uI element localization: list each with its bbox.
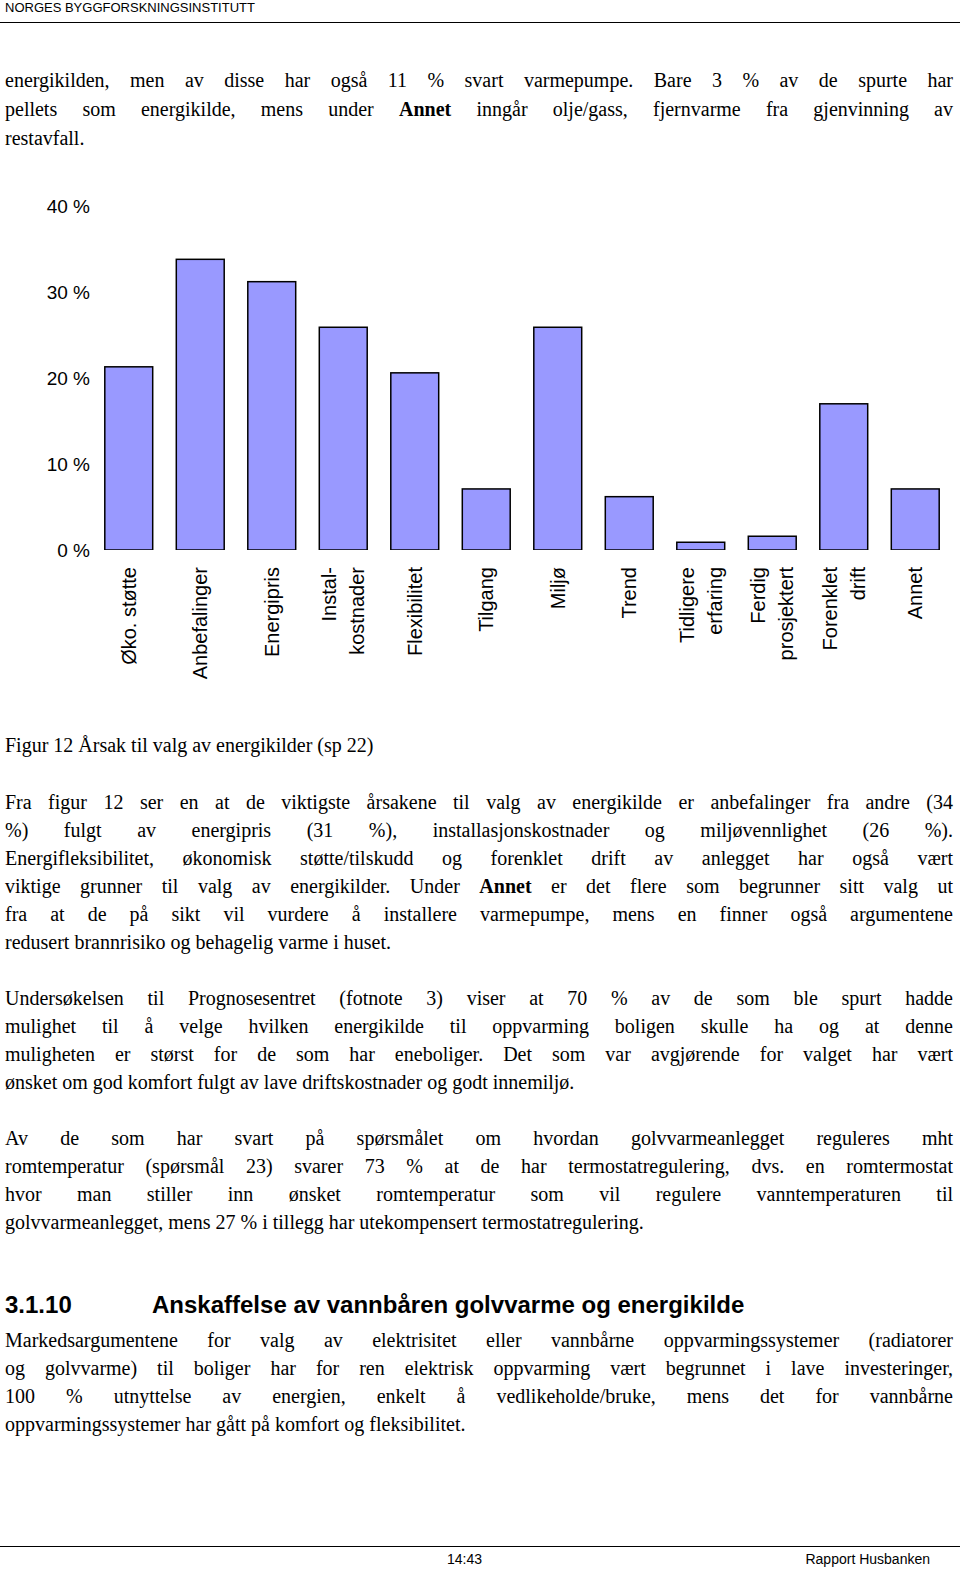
x-tick-label: Miljø <box>547 567 569 609</box>
paragraph-line: hvor man stiller inn ønsket romtemperatu… <box>5 1180 953 1208</box>
y-tick-label: 40 % <box>47 196 90 217</box>
bar <box>391 373 439 550</box>
bar <box>534 327 582 550</box>
figure-caption: Figur 12 Årsak til valg av energikilder … <box>5 731 953 759</box>
section-number: 3.1.10 <box>5 1290 72 1320</box>
x-tick-label: erfaring <box>704 567 726 635</box>
text-run: muligheten er størst for de som har eneb… <box>5 1043 953 1065</box>
bar <box>105 367 153 550</box>
paragraph-line: Undersøkelsen til Prognosesentret (fotno… <box>5 984 953 1012</box>
paragraph-line: romtemperatur (spørsmål 23) svarer 73 % … <box>5 1152 953 1180</box>
y-tick-label: 30 % <box>47 282 90 303</box>
x-tick-label: drift <box>847 567 869 601</box>
bar <box>748 536 796 550</box>
y-tick-label: 0 % <box>57 540 90 561</box>
text-run: hvor man stiller inn ønsket romtemperatu… <box>5 1183 953 1205</box>
text-run: Markedsargumentene for valg av elektrisi… <box>5 1329 953 1351</box>
text-run: restavfall. <box>5 127 84 149</box>
intro-line: pellets som energikilde, mens under Anne… <box>5 95 953 123</box>
x-tick-label: Tilgang <box>475 567 497 632</box>
text-run: inngår olje/gass, fjernvarme fra gjenvin… <box>451 98 953 120</box>
text-run: Fra figur 12 ser en at de viktigste årsa… <box>5 791 953 813</box>
footer-report: Rapport Husbanken <box>805 1550 930 1568</box>
x-tick-label: prosjektert <box>775 567 797 661</box>
bar <box>319 327 367 550</box>
header-rule <box>0 22 960 23</box>
x-tick-label: Flexibilitet <box>404 567 426 656</box>
x-tick-label: Ferdig <box>747 567 769 624</box>
x-tick-label: Instal- <box>318 567 340 621</box>
paragraph-line: Fra figur 12 ser en at de viktigste årsa… <box>5 788 953 816</box>
text-run: golvvarmeanlegget, mens 27 % i tillegg h… <box>5 1211 644 1233</box>
intro-line: energikilden, men av disse har også 11 %… <box>5 66 953 94</box>
bar <box>820 404 868 550</box>
text-run: Av de som har svart på spørsmålet om hvo… <box>5 1127 953 1149</box>
text-run: redusert brannrisiko og behagelig varme … <box>5 931 391 953</box>
text-run: romtemperatur (spørsmål 23) svarer 73 % … <box>5 1155 953 1177</box>
bar <box>677 542 725 550</box>
paragraph-line: muligheten er størst for de som har eneb… <box>5 1040 953 1068</box>
paragraph-line: golvvarmeanlegget, mens 27 % i tillegg h… <box>5 1208 953 1236</box>
x-tick-label: Tidligere <box>676 567 698 643</box>
text-run: oppvarmingssystemer har gått på komfort … <box>5 1413 465 1435</box>
section-title: Anskaffelse av vannbåren golvvarme og en… <box>152 1290 744 1320</box>
paragraph-line: redusert brannrisiko og behagelig varme … <box>5 928 953 956</box>
y-tick-label: 10 % <box>47 454 90 475</box>
text-run: og golvvarme) til boliger har for ren el… <box>5 1357 953 1379</box>
section-line: oppvarmingssystemer har gått på komfort … <box>5 1410 953 1438</box>
paragraph-line: mulighet til å velge hvilken energikilde… <box>5 1012 953 1040</box>
text-run: ønsket om god komfort fulgt av lave drif… <box>5 1071 574 1093</box>
text-run: Annet <box>479 875 531 897</box>
text-run: Annet <box>399 98 451 120</box>
section-line: 100 % utnyttelse av energien, enkelt å v… <box>5 1382 953 1410</box>
text-run: Undersøkelsen til Prognosesentret (fotno… <box>5 987 953 1009</box>
bar <box>462 489 510 550</box>
chart: 0 % 10 % 20 % 30 % 40 % Øko. støtte Anbefaling… <box>0 0 960 720</box>
x-tick-label: Forenklet <box>819 567 841 651</box>
x-tick-label: Energipris <box>261 567 283 657</box>
bar <box>891 489 939 550</box>
x-tick-label: Annet <box>904 567 926 620</box>
x-tick-label: Anbefalinger <box>189 567 211 680</box>
text-run: er det flere som begrunner sitt valg ut <box>532 875 953 897</box>
text-run: Energifleksibilitet, økonomisk støtte/ti… <box>5 847 953 869</box>
intro-line: restavfall. <box>5 124 953 152</box>
text-run: energikilden, men av disse har også 11 %… <box>5 69 953 91</box>
page-header: NORGES BYGGFORSKNINGSINSTITUTT <box>5 0 255 16</box>
footer-rule <box>0 1546 960 1547</box>
text-run: mulighet til å velge hvilken energikilde… <box>5 1015 953 1037</box>
paragraph-line: Av de som har svart på spørsmålet om hvo… <box>5 1124 953 1152</box>
text-run: pellets som energikilde, mens under <box>5 98 399 120</box>
paragraph-line: %) fulgt av energipris (31 %), installas… <box>5 816 953 844</box>
paragraph-line: ønsket om god komfort fulgt av lave drif… <box>5 1068 953 1096</box>
x-tick-label: Øko. støtte <box>118 567 140 665</box>
section-line: og golvvarme) til boliger har for ren el… <box>5 1354 953 1382</box>
text-run: %) fulgt av energipris (31 %), installas… <box>5 819 953 841</box>
y-tick-label: 20 % <box>47 368 90 389</box>
paragraph-line: viktige grunner til valg av energikilder… <box>5 872 953 900</box>
x-tick-label: kostnader <box>346 567 368 655</box>
paragraph-line: fra at de på sikt vil vurdere å installe… <box>5 900 953 928</box>
x-tick-label: Trend <box>618 567 640 619</box>
section-line: Markedsargumentene for valg av elektrisi… <box>5 1326 953 1354</box>
footer-time: 14:43 <box>447 1550 482 1568</box>
bar <box>176 259 224 550</box>
text-run: fra at de på sikt vil vurdere å installe… <box>5 903 953 925</box>
text-run: 100 % utnyttelse av energien, enkelt å v… <box>5 1385 953 1407</box>
bar <box>248 282 296 550</box>
bars <box>105 259 939 550</box>
paragraph-line: Energifleksibilitet, økonomisk støtte/ti… <box>5 844 953 872</box>
text-run: viktige grunner til valg av energikilder… <box>5 875 479 897</box>
bar <box>605 497 653 550</box>
